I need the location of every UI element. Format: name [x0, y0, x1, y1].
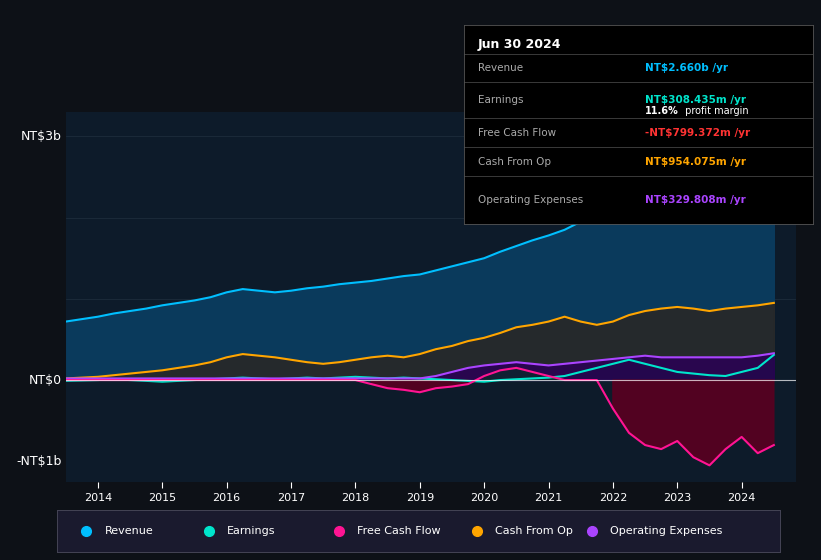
- Text: Free Cash Flow: Free Cash Flow: [478, 128, 556, 138]
- Text: -NT$1b: -NT$1b: [16, 455, 62, 468]
- Text: profit margin: profit margin: [682, 106, 749, 116]
- Text: NT$954.075m /yr: NT$954.075m /yr: [645, 157, 746, 167]
- Text: NT$0: NT$0: [29, 374, 62, 386]
- Text: Cash From Op: Cash From Op: [478, 157, 551, 167]
- Text: Revenue: Revenue: [104, 526, 154, 535]
- Text: Revenue: Revenue: [478, 63, 523, 73]
- Text: 11.6%: 11.6%: [645, 106, 679, 116]
- Text: Earnings: Earnings: [478, 95, 523, 105]
- Text: Earnings: Earnings: [227, 526, 276, 535]
- Text: NT$329.808m /yr: NT$329.808m /yr: [645, 195, 746, 205]
- Text: NT$3b: NT$3b: [21, 130, 62, 143]
- Text: NT$308.435m /yr: NT$308.435m /yr: [645, 95, 746, 105]
- Text: NT$2.660b /yr: NT$2.660b /yr: [645, 63, 728, 73]
- Text: Operating Expenses: Operating Expenses: [610, 526, 722, 535]
- Text: Jun 30 2024: Jun 30 2024: [478, 38, 562, 51]
- Text: Operating Expenses: Operating Expenses: [478, 195, 583, 205]
- Text: Free Cash Flow: Free Cash Flow: [357, 526, 441, 535]
- Text: -NT$799.372m /yr: -NT$799.372m /yr: [645, 128, 750, 138]
- Text: Cash From Op: Cash From Op: [494, 526, 572, 535]
